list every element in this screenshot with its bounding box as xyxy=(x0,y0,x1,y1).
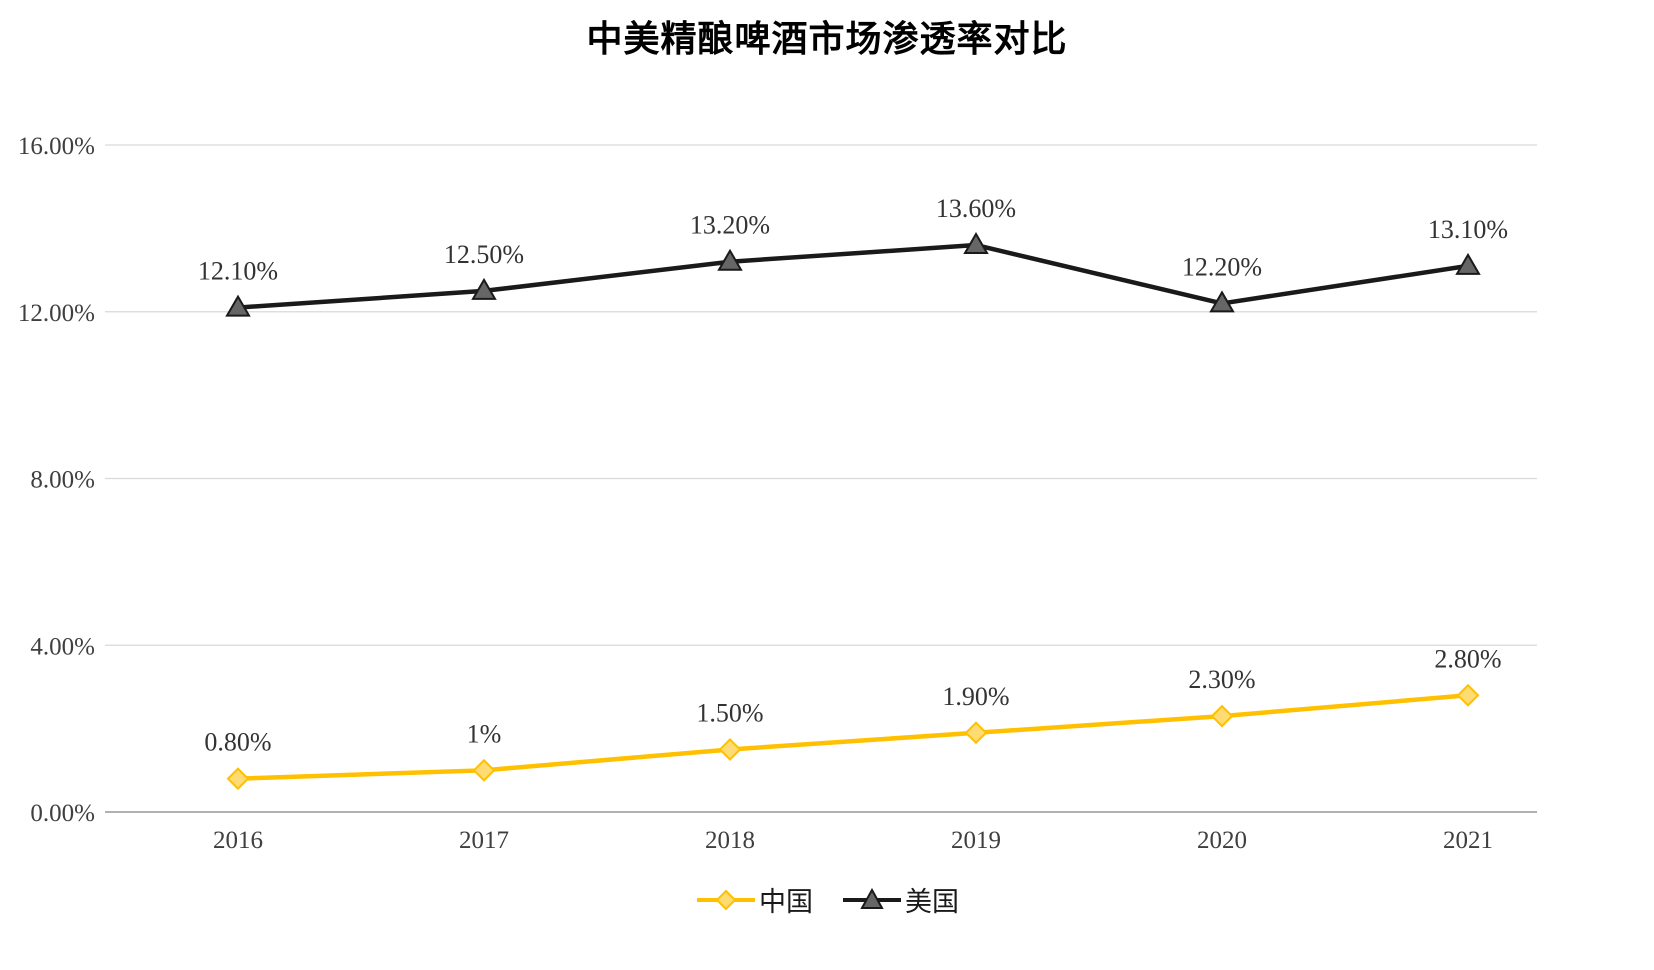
x-tick-label: 2017 xyxy=(459,827,509,854)
data-label: 12.50% xyxy=(444,240,524,269)
data-label: 2.30% xyxy=(1188,665,1255,694)
chart-title: 中美精酿啤酒市场渗透率对比 xyxy=(586,19,1068,59)
marker-diamond-icon xyxy=(226,767,250,791)
data-label: 1% xyxy=(467,719,502,748)
legend-label-china: 中国 xyxy=(759,887,813,917)
data-label: 13.10% xyxy=(1428,215,1508,244)
marker-triangle-icon xyxy=(963,232,989,255)
marker-diamond-icon xyxy=(1210,704,1234,728)
series-line-中国 xyxy=(235,693,1471,781)
x-tick-label: 2016 xyxy=(213,827,263,854)
legend-label-usa: 美国 xyxy=(905,887,959,917)
legend-diamond-icon xyxy=(715,889,737,910)
legend-triangle-icon xyxy=(860,887,884,909)
marker-triangle-icon xyxy=(717,248,743,271)
legend-item-usa: 美国 xyxy=(841,880,959,919)
y-tick-label: 8.00% xyxy=(30,467,95,494)
legend-marker-china-diamond-icon xyxy=(697,889,755,910)
x-tick-label: 2019 xyxy=(951,827,1001,854)
data-label: 13.60% xyxy=(936,194,1016,223)
series-line-美国 xyxy=(235,242,1471,310)
legend-marker-usa-triangle-icon xyxy=(843,887,901,909)
y-tick-label: 4.00% xyxy=(30,633,95,660)
marker-triangle-icon xyxy=(1209,290,1235,313)
marker-triangle-icon xyxy=(1455,252,1481,275)
legend-item-china: 中国 xyxy=(695,880,813,919)
marker-diamond-icon xyxy=(718,738,742,761)
y-tick-label: 12.00% xyxy=(18,300,95,327)
x-tick-label: 2020 xyxy=(1197,827,1247,854)
y-tick-label: 0.00% xyxy=(30,800,95,827)
data-label: 1.90% xyxy=(942,682,1009,711)
x-tick-label: 2021 xyxy=(1443,827,1493,854)
data-label: 12.20% xyxy=(1182,252,1262,281)
chart-legend: 中国 美国 xyxy=(0,880,1654,919)
marker-diamond-icon xyxy=(1456,683,1480,707)
data-label: 1.50% xyxy=(696,698,763,727)
marker-diamond-icon xyxy=(964,721,988,745)
data-label: 2.80% xyxy=(1434,644,1501,673)
data-label: 13.20% xyxy=(690,211,770,240)
chart-canvas: 0.00% 4.00% 8.00% 12.00% 16.00% 2016 2017 2018 2… xyxy=(18,133,1537,854)
marker-triangle-icon xyxy=(225,294,251,317)
x-tick-label: 2018 xyxy=(705,827,755,854)
chart-page: 中美精酿啤酒市场渗透率对比 0.00% 4.00% 8.00% 12.00% 16.00… xyxy=(0,10,1654,970)
marker-triangle-icon xyxy=(471,277,497,300)
marker-diamond-icon xyxy=(472,758,496,782)
data-label: 0.80% xyxy=(204,728,271,757)
data-label: 12.10% xyxy=(198,257,278,286)
y-tick-label: 16.00% xyxy=(18,133,95,160)
